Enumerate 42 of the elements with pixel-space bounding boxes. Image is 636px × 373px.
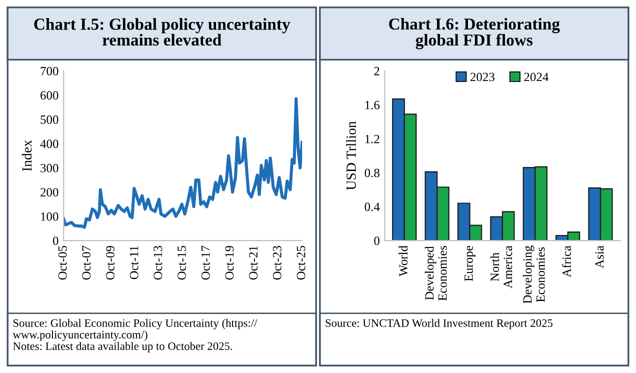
y-tick-label: 0.4 bbox=[364, 202, 380, 212]
x-tick-label: Developing Economies bbox=[522, 246, 545, 304]
x-tick-label: Oct-19 bbox=[225, 246, 234, 280]
x-tick-label: Oct-09 bbox=[106, 246, 114, 280]
x-tick-label: Developed Economies bbox=[424, 246, 447, 301]
y-tick-label: 100 bbox=[41, 212, 58, 221]
y-axis-title: USD Trllion bbox=[346, 121, 356, 190]
x-tick-label: Oct-13 bbox=[154, 246, 162, 280]
x-tick-label: Oct-15 bbox=[178, 246, 186, 280]
y-axis-title: Index bbox=[22, 140, 32, 172]
y-tick-label: 500 bbox=[40, 115, 58, 124]
x-tick-label: Oct-07 bbox=[82, 246, 91, 280]
x-tick-label: Oct-11 bbox=[130, 246, 138, 280]
chart-title: Chart I.5: Global policy uncertainty remains elevated bbox=[34, 18, 290, 46]
x-tick-label: Oct-21 bbox=[249, 246, 258, 280]
x-tick-label: Oct-25 bbox=[296, 246, 306, 280]
legend-label: 2024 bbox=[524, 72, 548, 82]
y-tick-label: 300 bbox=[40, 164, 58, 172]
line-series bbox=[64, 97, 302, 229]
y-tick-label: 2 bbox=[374, 66, 380, 76]
y-tick-label: 0 bbox=[374, 236, 380, 246]
source-note: Source: Global Economic Policy Uncertainty (https:// www.policyuncertainty.com/) bbox=[12, 318, 258, 341]
x-tick-label: Africa bbox=[562, 246, 571, 278]
y-tick-label: 200 bbox=[40, 188, 58, 197]
y-tick-label: 600 bbox=[40, 91, 58, 100]
y-tick-label: 0 bbox=[52, 236, 58, 246]
y-tick-label: 700 bbox=[40, 66, 58, 76]
x-tick-label: Oct-23 bbox=[272, 246, 282, 280]
x-tick-label: Oct-17 bbox=[201, 246, 210, 280]
source-note: Source: UNCTAD World Investment Report 2025 bbox=[326, 318, 552, 330]
chart-title: Chart I.6: Deteriorating global FDI flows bbox=[389, 18, 560, 50]
y-tick-label: 400 bbox=[40, 140, 58, 148]
x-tick-label: Europe bbox=[464, 246, 476, 282]
x-tick-label: World bbox=[398, 246, 408, 276]
y-tick-label: 0.8 bbox=[364, 168, 380, 178]
x-tick-label: Oct-05 bbox=[58, 246, 67, 280]
y-tick-label: 1.6 bbox=[365, 100, 380, 110]
x-tick-label: North America bbox=[490, 246, 512, 288]
x-tick-label: Asia bbox=[595, 246, 604, 268]
y-tick-label: 1.2 bbox=[365, 134, 380, 144]
legend-label: 2023 bbox=[470, 72, 494, 82]
text: Notes: Latest data available up to October 2025. bbox=[13, 342, 232, 352]
